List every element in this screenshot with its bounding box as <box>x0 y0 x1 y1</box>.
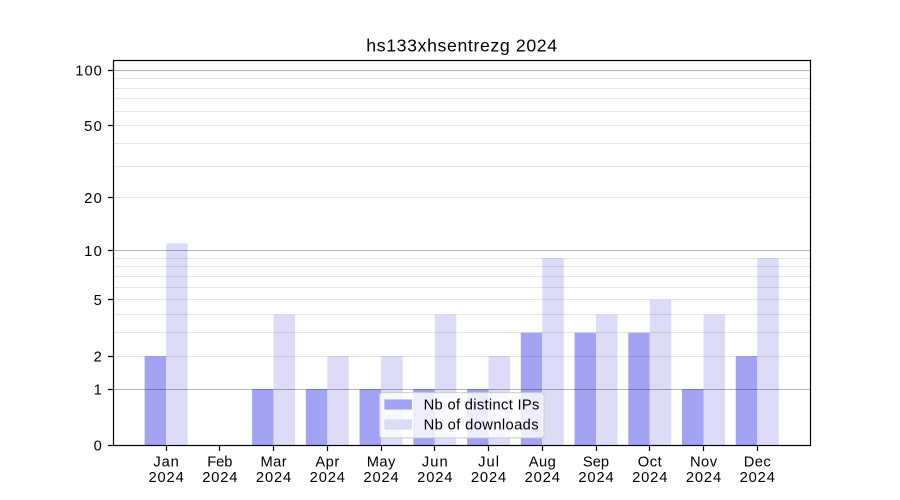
svg-text:Nb of distinct IPs: Nb of distinct IPs <box>424 398 540 414</box>
svg-text:Jan: Jan <box>153 454 179 470</box>
svg-text:2024: 2024 <box>363 470 398 486</box>
svg-text:May: May <box>367 454 396 470</box>
svg-text:100: 100 <box>75 63 102 79</box>
svg-text:50: 50 <box>84 119 102 135</box>
svg-text:Aug: Aug <box>529 454 556 470</box>
svg-text:Nov: Nov <box>690 454 718 470</box>
svg-text:Oct: Oct <box>638 454 662 470</box>
svg-text:10: 10 <box>84 244 102 260</box>
svg-text:2024: 2024 <box>686 470 721 486</box>
svg-text:2024: 2024 <box>471 470 506 486</box>
svg-text:Sep: Sep <box>583 454 609 470</box>
svg-text:2024: 2024 <box>740 470 775 486</box>
svg-text:Mar: Mar <box>260 454 286 470</box>
svg-text:2024: 2024 <box>632 470 667 486</box>
svg-text:2024: 2024 <box>525 470 560 486</box>
svg-text:2: 2 <box>94 349 102 365</box>
svg-text:2024: 2024 <box>202 470 237 486</box>
svg-text:Apr: Apr <box>315 454 339 470</box>
svg-text:2024: 2024 <box>310 470 345 486</box>
svg-text:1: 1 <box>94 382 102 398</box>
svg-text:Dec: Dec <box>744 454 771 470</box>
svg-text:0: 0 <box>94 438 102 454</box>
svg-text:2024: 2024 <box>148 470 183 486</box>
svg-text:Jul: Jul <box>478 454 499 470</box>
svg-text:hs133xhsentrezg 2024: hs133xhsentrezg 2024 <box>366 36 557 56</box>
svg-text:Nb of downloads: Nb of downloads <box>424 418 539 434</box>
svg-text:2024: 2024 <box>256 470 291 486</box>
svg-text:Jun: Jun <box>422 454 448 470</box>
svg-text:Feb: Feb <box>207 454 232 470</box>
svg-text:5: 5 <box>94 293 102 309</box>
svg-text:2024: 2024 <box>417 470 452 486</box>
svg-text:2024: 2024 <box>578 470 613 486</box>
svg-text:20: 20 <box>84 191 102 207</box>
